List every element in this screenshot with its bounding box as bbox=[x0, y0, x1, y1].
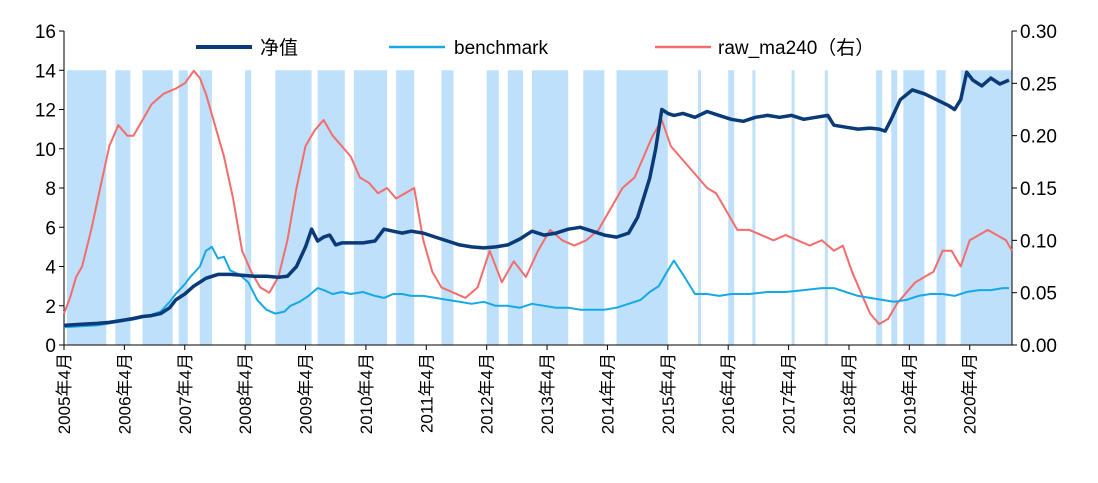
shaded-bands bbox=[67, 70, 1012, 345]
x-tick-label: 2006年4月 bbox=[115, 353, 134, 434]
legend-label-0: 净值 bbox=[260, 37, 298, 59]
right-tick-label: 0.20 bbox=[1020, 127, 1057, 148]
x-tick-label: 2019年4月 bbox=[900, 353, 919, 434]
shaded-band-0 bbox=[67, 70, 107, 345]
series-line-1 bbox=[63, 245, 1009, 329]
shaded-band-12 bbox=[507, 70, 523, 345]
x-tick-label: 2020年4月 bbox=[961, 353, 980, 434]
left-tick-label: 16 bbox=[35, 22, 56, 43]
shaded-band-13 bbox=[531, 70, 569, 345]
x-tick-label: 2007年4月 bbox=[176, 353, 195, 434]
left-tick-label: 6 bbox=[45, 218, 56, 239]
shaded-band-19 bbox=[791, 70, 795, 345]
x-tick-label: 2013年4月 bbox=[538, 353, 557, 434]
left-tick-label: 2 bbox=[45, 297, 56, 318]
left-tick-label: 12 bbox=[35, 101, 56, 122]
x-tick-label: 2017年4月 bbox=[780, 353, 799, 434]
shaded-band-7 bbox=[317, 70, 345, 345]
shaded-band-11 bbox=[486, 70, 499, 345]
shaded-band-18 bbox=[752, 70, 756, 345]
shaded-band-22 bbox=[891, 70, 898, 345]
x-tick-label: 2015年4月 bbox=[659, 353, 678, 434]
series-line-0 bbox=[63, 70, 1010, 328]
axes: 0 2 4 6 8 10 12 14 16 0.00 0.05 0.10 0.15 0.20 0.25 0.3… bbox=[35, 22, 1057, 434]
shaded-band-10 bbox=[441, 70, 454, 345]
right-tick-label: 0.10 bbox=[1020, 231, 1057, 252]
shaded-band-14 bbox=[583, 70, 605, 345]
legend-label-2: raw_ma240（右） bbox=[718, 37, 874, 59]
shaded-band-24 bbox=[936, 70, 946, 345]
shaded-band-5 bbox=[245, 70, 252, 345]
x-tick-label: 2014年4月 bbox=[598, 353, 617, 434]
shaded-band-21 bbox=[876, 70, 883, 345]
series-line-2 bbox=[63, 69, 1013, 326]
left-tick-label: 4 bbox=[45, 258, 56, 279]
left-tick-label: 0 bbox=[45, 336, 56, 357]
left-tick-label: 10 bbox=[35, 140, 56, 161]
right-tick-label: 0.30 bbox=[1020, 22, 1057, 43]
x-tick-label: 2008年4月 bbox=[236, 353, 255, 434]
right-tick-label: 0.00 bbox=[1020, 336, 1057, 357]
right-tick-label: 0.05 bbox=[1020, 284, 1057, 305]
left-tick-label: 14 bbox=[35, 61, 57, 82]
shaded-band-23 bbox=[903, 70, 925, 345]
legend: 净值 benchmark raw_ma240（右） bbox=[196, 37, 874, 59]
x-tick-label: 2012年4月 bbox=[478, 353, 497, 434]
legend-label-1: benchmark bbox=[454, 38, 548, 59]
shaded-band-20 bbox=[824, 70, 828, 345]
shaded-band-1 bbox=[115, 70, 131, 345]
left-tick-label: 8 bbox=[45, 179, 56, 200]
series-lines bbox=[63, 69, 1013, 329]
x-tick-label: 2009年4月 bbox=[297, 353, 316, 434]
shaded-band-16 bbox=[698, 70, 702, 345]
x-tick-label: 2016年4月 bbox=[719, 353, 738, 434]
x-tick-label: 2005年4月 bbox=[55, 353, 74, 434]
right-tick-label: 0.15 bbox=[1020, 179, 1057, 200]
right-tick-label: 0.25 bbox=[1020, 74, 1057, 95]
x-tick-label: 2011年4月 bbox=[417, 353, 436, 433]
shaded-band-25 bbox=[960, 70, 1012, 345]
shaded-band-9 bbox=[396, 70, 415, 345]
x-tick-label: 2018年4月 bbox=[840, 353, 859, 434]
shaded-band-3 bbox=[178, 70, 188, 345]
shaded-band-17 bbox=[728, 70, 735, 345]
shaded-band-2 bbox=[142, 70, 173, 345]
shaded-band-8 bbox=[353, 70, 388, 345]
x-tick-label: 2010年4月 bbox=[357, 353, 376, 434]
